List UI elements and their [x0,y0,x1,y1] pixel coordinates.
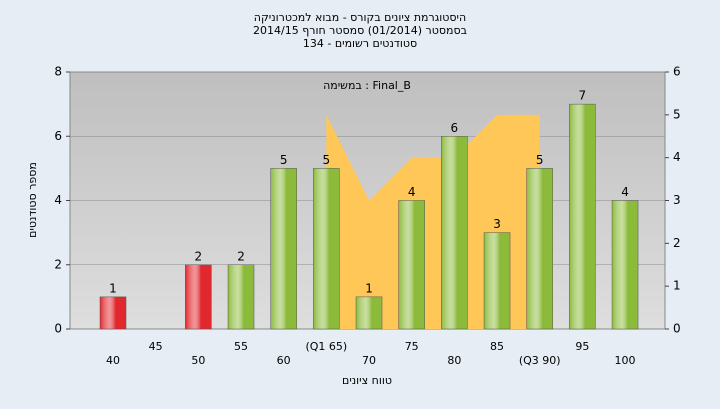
x-tick-label: 95 [575,340,589,353]
y2-tick-label: 6 [673,65,681,79]
bar [355,296,383,330]
bar [227,264,255,330]
x-tick-label: (Q3 90) [519,354,561,367]
x-tick-label: 40 [106,354,120,367]
bar [398,200,425,330]
value-label: 5 [280,153,288,167]
value-label: 1 [109,281,117,295]
y-tick-label: 0 [54,322,62,336]
y2-tick-label: 3 [673,193,681,207]
x-tick-label: 50 [191,354,205,367]
bar [99,296,127,330]
bar [185,264,212,330]
bar [611,200,639,330]
value-label: 1 [365,281,373,295]
y2-tick-label: 0 [673,322,681,336]
bar [313,168,340,330]
x-tick-label: 80 [447,354,461,367]
y-tick-label: 6 [54,129,62,143]
value-label: 3 [493,217,501,231]
x-tick-label: 70 [362,354,376,367]
x-axis-label: טווח ציונים [342,374,392,387]
bar [483,232,511,330]
bar [270,168,297,330]
chart-subtitle: סטודנטים רשומים - 134 [303,37,417,50]
bar [441,136,468,330]
x-tick-label: (Q1 65) [305,340,347,353]
value-label: 7 [579,89,587,103]
x-tick-label: 55 [234,340,248,353]
y-tick-label: 2 [54,257,62,271]
value-label: 2 [195,249,203,263]
chart-subtitle: בסמסטר (01/2014) סמסטר חורף 2014/15 [253,24,467,37]
value-label: 4 [408,185,416,199]
x-tick-label: 75 [405,340,419,353]
x-tick-label: 100 [615,354,636,367]
chart-title: היסטוגרמת ציונים בקורס - מבוא למכטרוניקה [254,11,466,24]
y-tick-label: 4 [54,193,62,207]
value-label: 6 [451,121,459,135]
y2-tick-label: 2 [673,236,681,250]
value-label: 5 [323,153,331,167]
y2-tick-label: 1 [673,279,681,293]
x-tick-label: 85 [490,340,504,353]
x-tick-label: 45 [149,340,163,353]
y-tick-label: 8 [54,65,62,79]
value-label: 4 [621,185,629,199]
annotation: במשימה : Final_B [323,79,411,92]
x-tick-label: 60 [277,354,291,367]
y-axis-label: מספר סטודנטים [26,162,39,238]
bar [569,103,596,330]
value-label: 5 [536,153,544,167]
bar [526,168,553,330]
y2-tick-label: 5 [673,107,681,121]
value-label: 2 [237,249,245,263]
y2-tick-label: 4 [673,150,681,164]
